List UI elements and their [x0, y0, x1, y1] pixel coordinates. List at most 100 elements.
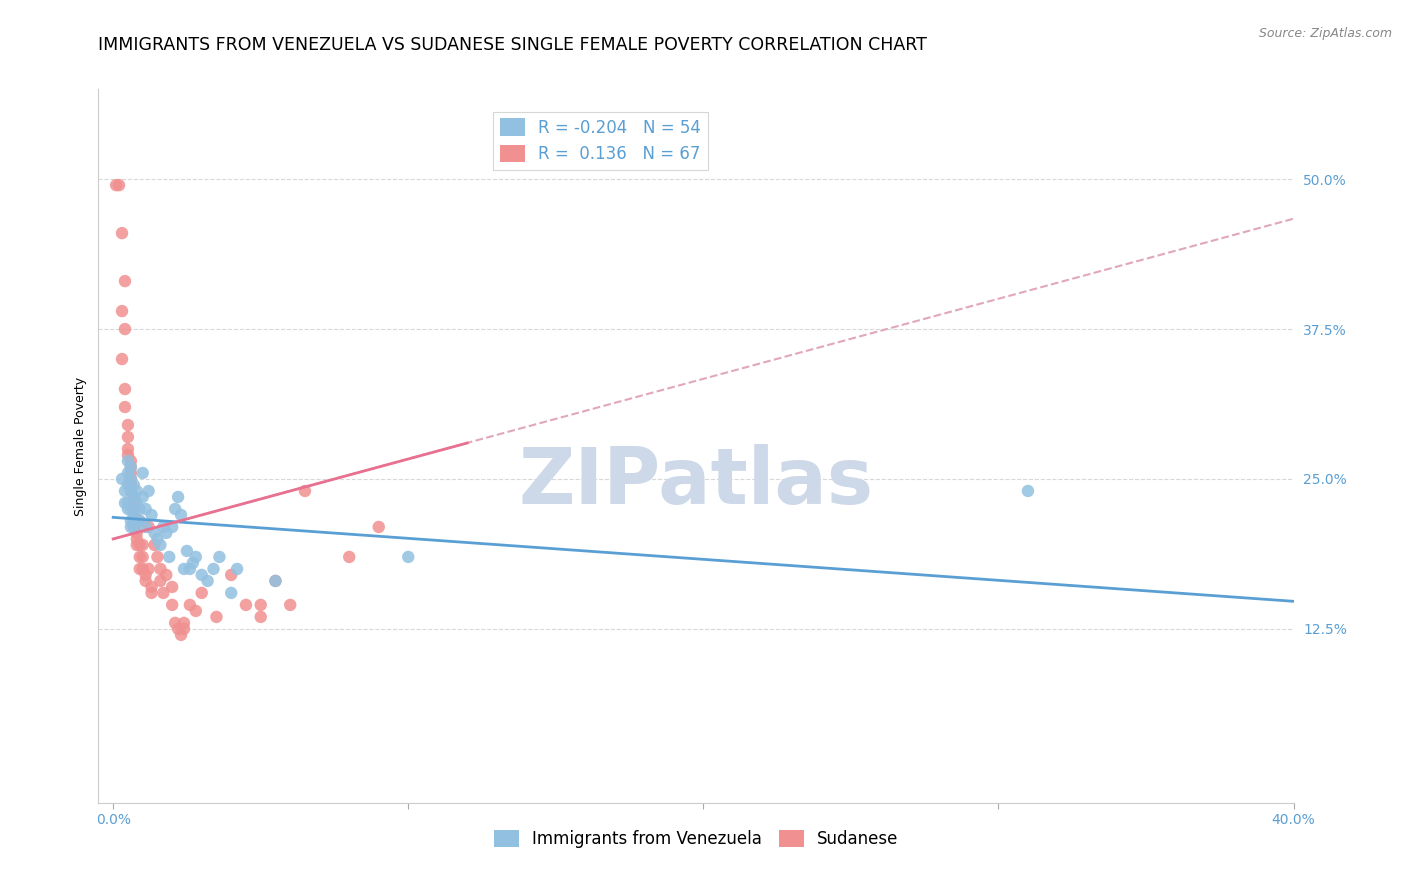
Point	[122, 490, 145, 504]
Point	[135, 568, 157, 582]
Point	[111, 304, 134, 318]
Point	[181, 556, 204, 570]
Point	[160, 598, 183, 612]
Point	[149, 562, 172, 576]
Point	[131, 562, 153, 576]
Point	[179, 598, 201, 612]
Point	[149, 574, 172, 588]
Point	[117, 466, 139, 480]
Point	[141, 508, 163, 522]
Point	[173, 615, 195, 630]
Point	[131, 466, 153, 480]
Point	[114, 382, 136, 396]
Point	[141, 586, 163, 600]
Point	[131, 549, 153, 564]
Point	[179, 562, 201, 576]
Point	[125, 496, 148, 510]
Point	[117, 496, 139, 510]
Point	[135, 574, 157, 588]
Legend: Immigrants from Venezuela, Sudanese: Immigrants from Venezuela, Sudanese	[486, 823, 905, 855]
Point	[167, 490, 190, 504]
Point	[190, 568, 212, 582]
Point	[396, 549, 419, 564]
Point	[141, 580, 163, 594]
Y-axis label: Single Female Poverty: Single Female Poverty	[75, 376, 87, 516]
Point	[249, 610, 271, 624]
Point	[128, 549, 150, 564]
Point	[152, 520, 174, 534]
Point	[190, 586, 212, 600]
Point	[128, 502, 150, 516]
Point	[117, 478, 139, 492]
Point	[122, 496, 145, 510]
Point	[160, 580, 183, 594]
Point	[264, 574, 287, 588]
Point	[155, 568, 177, 582]
Point	[184, 604, 207, 618]
Point	[170, 628, 193, 642]
Point	[135, 520, 157, 534]
Point	[165, 502, 187, 516]
Point	[138, 520, 160, 534]
Point	[114, 496, 136, 510]
Point	[367, 520, 389, 534]
Point	[120, 472, 142, 486]
Point	[120, 466, 142, 480]
Point	[157, 549, 180, 564]
Point	[125, 514, 148, 528]
Point	[128, 562, 150, 576]
Point	[205, 610, 228, 624]
Point	[219, 586, 242, 600]
Point	[120, 514, 142, 528]
Point	[122, 508, 145, 522]
Point	[120, 478, 142, 492]
Point	[197, 574, 219, 588]
Point	[114, 400, 136, 414]
Point	[122, 514, 145, 528]
Point	[226, 562, 249, 576]
Point	[128, 514, 150, 528]
Point	[122, 502, 145, 516]
Point	[120, 460, 142, 475]
Point	[167, 622, 190, 636]
Point	[173, 622, 195, 636]
Point	[149, 538, 172, 552]
Point	[294, 483, 316, 498]
Point	[146, 532, 169, 546]
Point	[111, 352, 134, 367]
Point	[173, 562, 195, 576]
Point	[131, 538, 153, 552]
Point	[165, 615, 187, 630]
Point	[125, 525, 148, 540]
Point	[122, 514, 145, 528]
Point	[111, 226, 134, 240]
Point	[120, 520, 142, 534]
Point	[122, 478, 145, 492]
Point	[160, 520, 183, 534]
Point	[264, 574, 287, 588]
Point	[135, 502, 157, 516]
Point	[176, 544, 198, 558]
Point	[122, 520, 145, 534]
Point	[170, 508, 193, 522]
Point	[120, 502, 142, 516]
Point	[117, 442, 139, 456]
Point	[337, 549, 360, 564]
Point	[120, 460, 142, 475]
Point	[219, 568, 242, 582]
Point	[143, 538, 166, 552]
Point	[125, 538, 148, 552]
Point	[155, 525, 177, 540]
Text: Source: ZipAtlas.com: Source: ZipAtlas.com	[1258, 27, 1392, 40]
Point	[122, 520, 145, 534]
Point	[120, 454, 142, 468]
Point	[184, 549, 207, 564]
Point	[105, 178, 128, 193]
Point	[128, 538, 150, 552]
Point	[114, 322, 136, 336]
Point	[131, 490, 153, 504]
Point	[114, 483, 136, 498]
Point	[146, 549, 169, 564]
Point	[120, 472, 142, 486]
Point	[114, 274, 136, 288]
